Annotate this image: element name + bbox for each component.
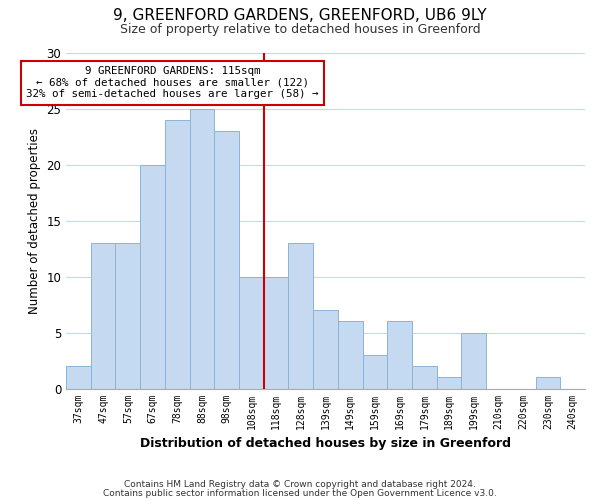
Bar (362, 355, 387, 388)
Bar (239, 276, 264, 388)
Bar (289, 243, 313, 388)
Bar (165, 120, 190, 388)
Bar (214, 131, 239, 388)
Bar (264, 276, 289, 388)
Bar (461, 332, 486, 388)
Bar (437, 378, 461, 388)
Bar (140, 164, 165, 388)
Bar (91, 243, 115, 388)
Bar (313, 310, 338, 388)
Bar (190, 108, 214, 388)
Text: Contains public sector information licensed under the Open Government Licence v3: Contains public sector information licen… (103, 488, 497, 498)
Bar (387, 322, 412, 388)
Bar (412, 366, 437, 388)
Bar (66, 366, 91, 388)
Bar (338, 322, 362, 388)
Bar (536, 378, 560, 388)
Bar (115, 243, 140, 388)
Text: Size of property relative to detached houses in Greenford: Size of property relative to detached ho… (119, 22, 481, 36)
Y-axis label: Number of detached properties: Number of detached properties (28, 128, 41, 314)
Text: Contains HM Land Registry data © Crown copyright and database right 2024.: Contains HM Land Registry data © Crown c… (124, 480, 476, 489)
Text: 9, GREENFORD GARDENS, GREENFORD, UB6 9LY: 9, GREENFORD GARDENS, GREENFORD, UB6 9LY (113, 8, 487, 22)
Text: 9 GREENFORD GARDENS: 115sqm
← 68% of detached houses are smaller (122)
32% of se: 9 GREENFORD GARDENS: 115sqm ← 68% of det… (26, 66, 319, 99)
X-axis label: Distribution of detached houses by size in Greenford: Distribution of detached houses by size … (140, 437, 511, 450)
